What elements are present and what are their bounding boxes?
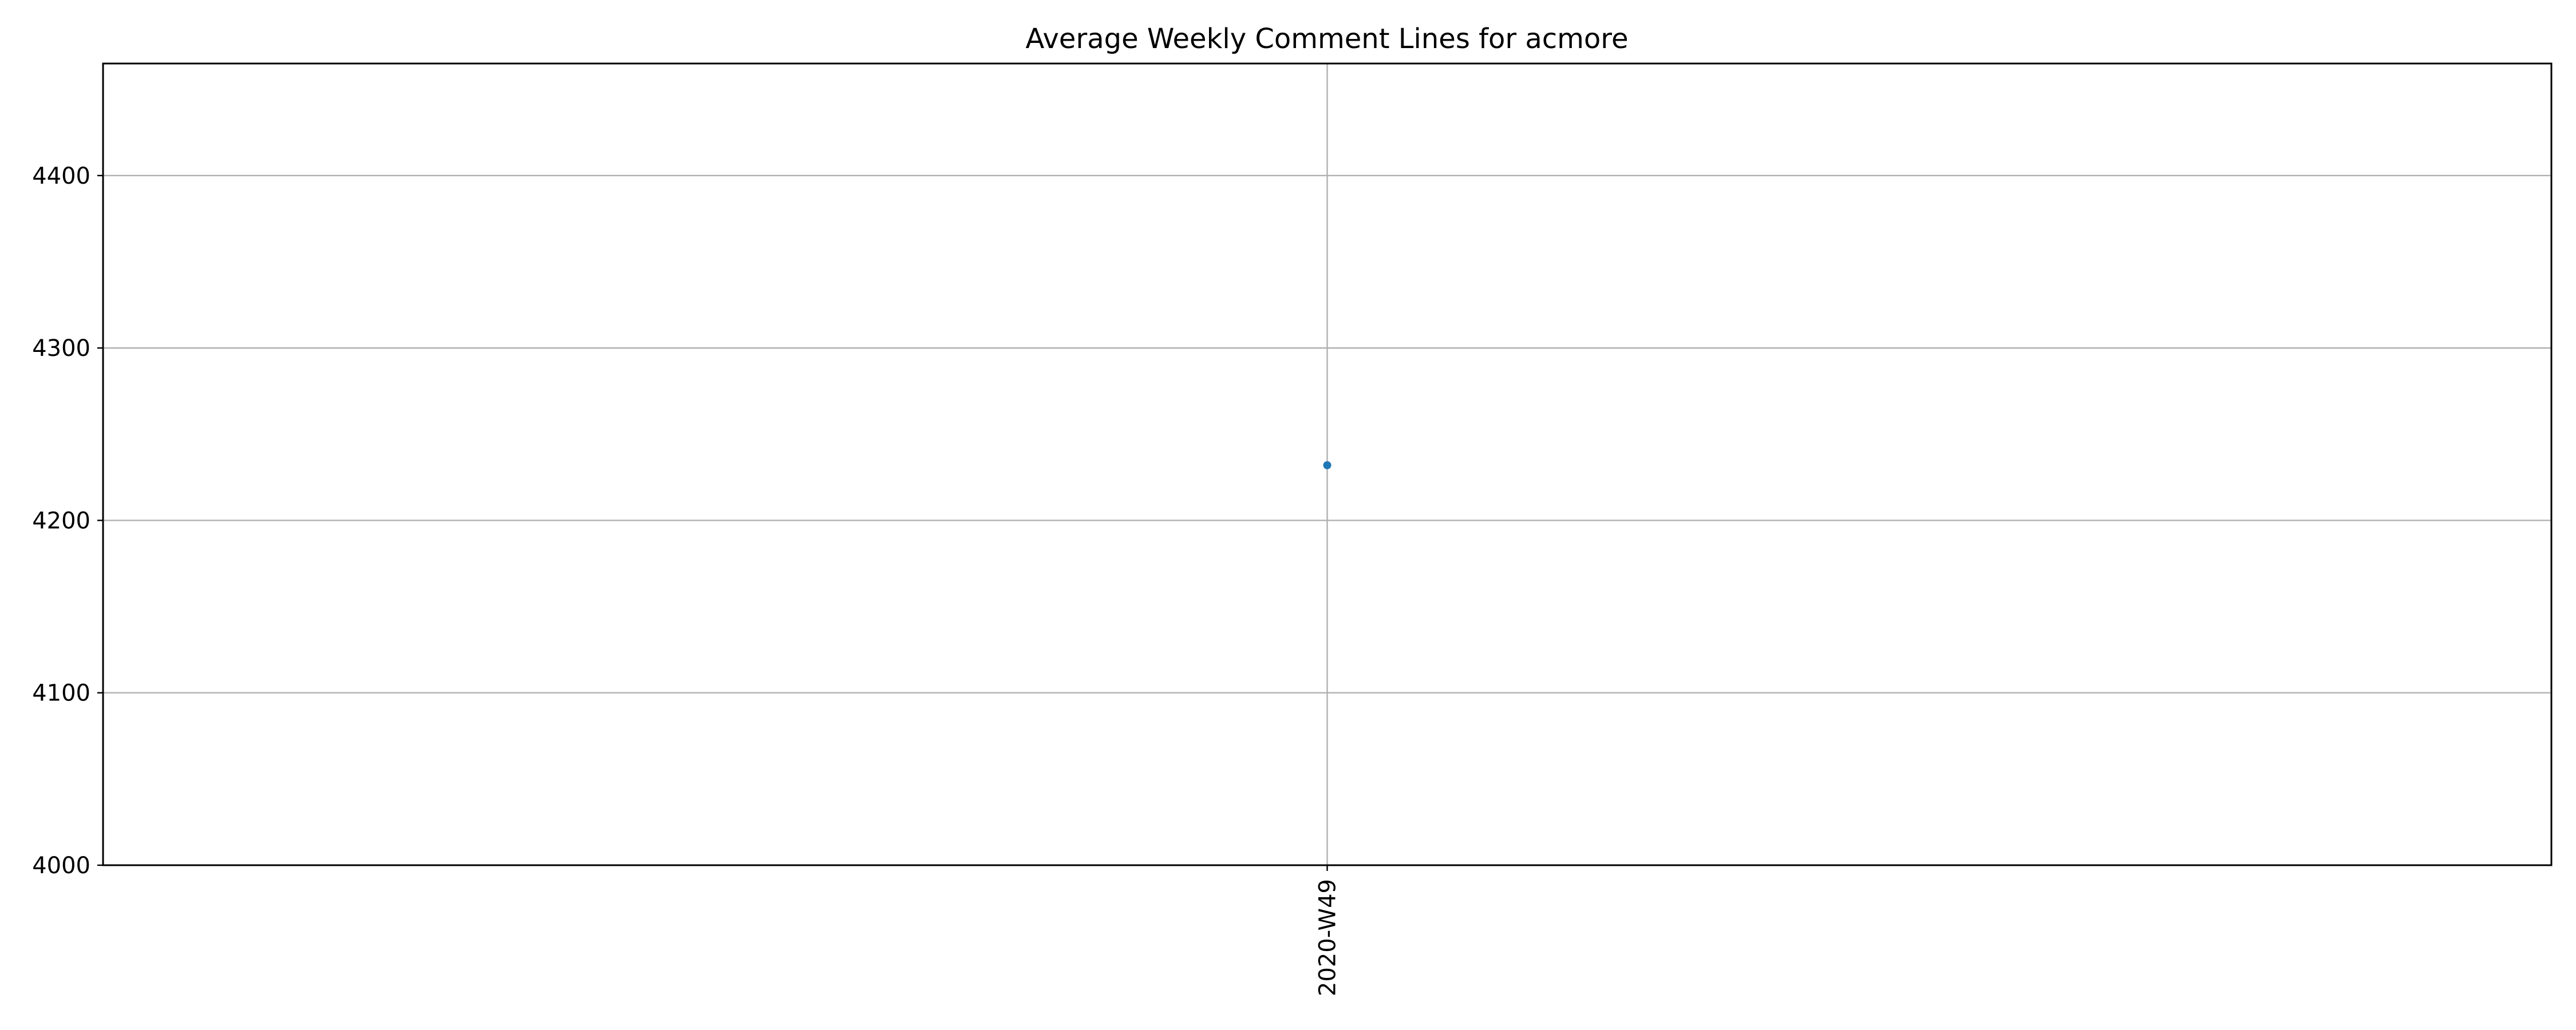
- y-tick-label: 4100: [32, 680, 90, 707]
- data-point: [1323, 461, 1332, 470]
- axes: 4000 4100 4200 4300 4400 2020-W49: [32, 163, 1341, 996]
- x-tick-label: 2020-W49: [1315, 879, 1341, 996]
- plot-frame: [102, 62, 2553, 866]
- y-tick-label: 4000: [32, 853, 90, 879]
- y-tick-label: 4300: [32, 335, 90, 362]
- y-tick-label: 4400: [32, 163, 90, 189]
- chart-title: Average Weekly Comment Lines for acmore: [1026, 23, 1629, 55]
- series-layer: [1323, 461, 1332, 470]
- y-tick-label: 4200: [32, 508, 90, 534]
